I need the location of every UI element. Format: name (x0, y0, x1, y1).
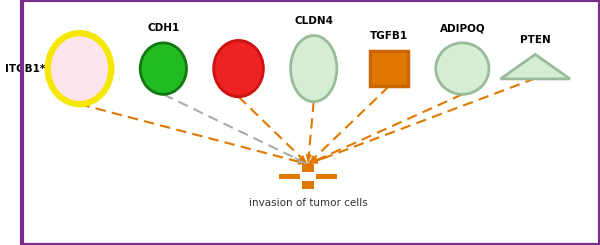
Ellipse shape (214, 40, 263, 97)
Text: PTEN: PTEN (520, 35, 551, 45)
Text: invasion of tumor cells: invasion of tumor cells (248, 198, 367, 208)
Bar (370, 51, 407, 86)
Text: CLDN4: CLDN4 (294, 16, 333, 26)
Ellipse shape (140, 43, 187, 94)
Ellipse shape (436, 43, 489, 94)
Bar (279, 174, 337, 179)
Text: CDH1: CDH1 (147, 23, 179, 33)
Ellipse shape (290, 36, 337, 102)
Bar (302, 164, 314, 189)
Text: TGFB1: TGFB1 (370, 31, 408, 41)
Bar (300, 172, 316, 181)
Text: ITGB1*: ITGB1* (5, 64, 45, 74)
Polygon shape (500, 54, 570, 79)
Ellipse shape (47, 33, 111, 104)
Text: SNAI2: SNAI2 (221, 21, 256, 31)
Text: ADIPOQ: ADIPOQ (440, 23, 485, 33)
